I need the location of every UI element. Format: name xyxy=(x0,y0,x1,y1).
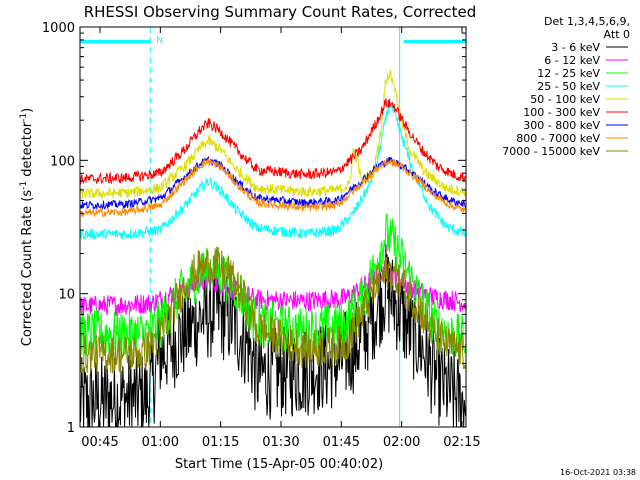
y-tick-label-3: 100 xyxy=(50,154,75,169)
x-tick-label-4: 01:30 xyxy=(262,435,299,450)
x-tick-label-1: 00:45 xyxy=(81,435,118,450)
flag-bar-1 xyxy=(80,40,151,43)
legend-label-2: 6 - 12 keV xyxy=(544,54,600,67)
legend-label-6: 100 - 300 keV xyxy=(523,106,600,119)
x-axis-label: Start Time (15-Apr-05 00:40:02) xyxy=(175,457,383,472)
legend-label-1: 3 - 6 keV xyxy=(551,41,600,54)
footer-timestamp: 16-Oct-2021 03:38 xyxy=(560,468,636,477)
x-tick-label-6: 02:00 xyxy=(383,435,420,450)
legend-label-3: 12 - 25 keV xyxy=(537,67,600,80)
legend-label-7: 300 - 800 keV xyxy=(523,119,600,132)
x-tick-label-5: 01:45 xyxy=(323,435,360,450)
flag-bar-2 xyxy=(403,40,466,43)
legend-header-line-1: Det 1,3,4,5,6,9, xyxy=(544,15,630,28)
x-tick-label-7: 02:15 xyxy=(443,435,480,450)
x-tick-label-2: 01:00 xyxy=(142,435,179,450)
series-line-4 xyxy=(79,101,466,241)
series-line-8 xyxy=(79,158,466,218)
legend-label-9: 7000 - 15000 keV xyxy=(502,145,600,158)
legend-label-8: 800 - 7000 keV xyxy=(516,132,600,145)
flag-label: N xyxy=(156,36,163,46)
series-line-7 xyxy=(79,155,467,211)
legend-label-4: 25 - 50 keV xyxy=(537,80,600,93)
series-line-5 xyxy=(79,70,467,200)
legend-header-line-2: Att 0 xyxy=(604,28,630,41)
chart-title: RHESSI Observing Summary Count Rates, Co… xyxy=(84,3,477,21)
plot-area: N xyxy=(79,27,467,428)
y-tick-label-2: 10 xyxy=(58,288,75,303)
plot-frame xyxy=(79,26,467,428)
y-tick-label-1: 1 xyxy=(67,421,75,436)
series-line-9 xyxy=(79,246,467,374)
axis-ticks: 00:45 01:00 01:15 01:30 01:45 02:00 02:15 1 10 10… xyxy=(42,21,481,450)
legend-label-5: 50 - 100 keV xyxy=(530,93,600,106)
x-tick-label-3: 01:15 xyxy=(202,435,239,450)
series-line-6 xyxy=(79,98,466,185)
y-axis-label: Corrected Count Rate (s-1 detector-1) xyxy=(19,108,35,346)
y-tick-label-4: 1000 xyxy=(42,21,75,36)
